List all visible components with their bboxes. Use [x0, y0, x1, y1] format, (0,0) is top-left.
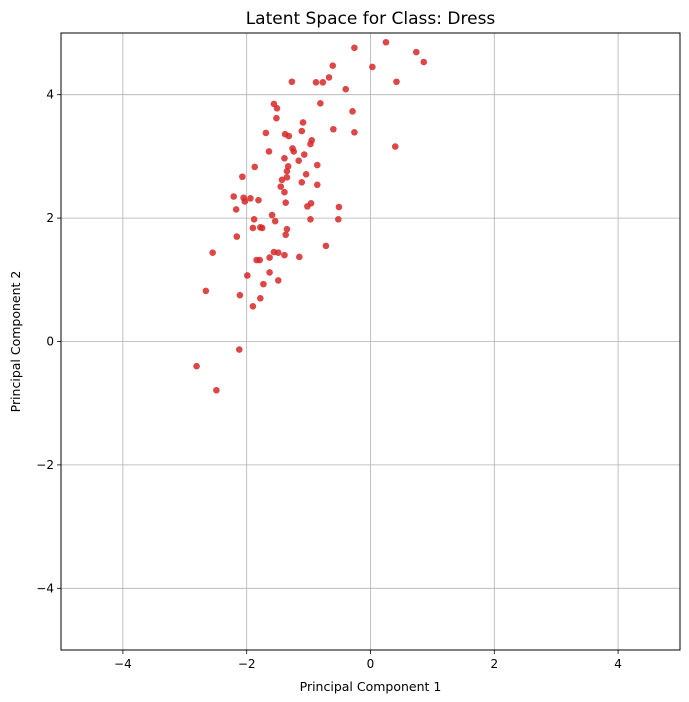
data-point	[290, 148, 298, 155]
data-point	[255, 196, 262, 204]
data-point	[281, 188, 288, 196]
axis-ticks: −4 −2 0 2 4 −4 −2 0 2 4	[36, 88, 622, 671]
data-point	[391, 143, 399, 150]
scatter-points	[193, 38, 428, 394]
data-point	[283, 167, 291, 175]
data-point	[312, 79, 320, 86]
x-tick-label: −4	[114, 657, 132, 671]
data-point	[317, 100, 324, 107]
data-point	[277, 183, 285, 190]
data-point	[283, 174, 291, 181]
data-point	[351, 129, 358, 136]
data-point	[313, 181, 321, 189]
grid-lines	[61, 33, 680, 650]
data-point	[278, 176, 286, 184]
x-tick-label: 0	[367, 657, 375, 671]
chart-title: Latent Space for Class: Dress	[246, 9, 496, 29]
data-point	[369, 63, 376, 71]
data-point	[349, 108, 356, 115]
data-point	[284, 162, 292, 170]
y-tick-label: −2	[36, 458, 54, 472]
data-point	[235, 346, 243, 353]
data-point	[298, 179, 306, 186]
data-point	[282, 199, 289, 206]
y-tick-label: −4	[36, 581, 54, 595]
data-point	[244, 272, 251, 279]
data-point	[335, 216, 342, 223]
data-point	[266, 269, 273, 276]
data-point	[283, 225, 291, 233]
data-point	[265, 148, 273, 155]
data-point	[230, 193, 238, 200]
data-point	[249, 303, 257, 310]
data-point	[330, 125, 337, 133]
data-point	[319, 79, 327, 86]
x-tick-label: 4	[614, 657, 622, 671]
data-point	[273, 104, 281, 112]
data-point	[257, 295, 264, 302]
data-point	[307, 216, 314, 223]
data-point	[288, 78, 296, 86]
data-point	[335, 203, 343, 211]
x-tick-label: −2	[238, 657, 256, 671]
data-point	[304, 203, 311, 210]
data-point	[285, 132, 293, 140]
data-point	[274, 277, 282, 284]
data-point	[241, 198, 249, 205]
data-point	[236, 291, 244, 299]
data-point	[202, 287, 210, 295]
x-tick-label: 2	[490, 657, 498, 671]
data-point	[262, 129, 270, 137]
data-point	[295, 157, 302, 165]
data-point	[213, 386, 220, 394]
data-point	[273, 114, 280, 122]
data-point	[251, 163, 259, 171]
data-point	[193, 362, 200, 370]
data-point	[325, 74, 333, 81]
data-point	[322, 242, 330, 250]
data-point	[256, 256, 263, 264]
data-point	[298, 127, 306, 135]
data-point	[342, 85, 350, 93]
data-point	[282, 231, 289, 239]
data-point	[250, 216, 258, 223]
data-point	[299, 119, 307, 126]
data-point	[209, 249, 216, 256]
data-point	[268, 211, 276, 219]
data-point	[329, 62, 337, 70]
data-point	[281, 251, 288, 259]
x-axis-label: Principal Component 1	[300, 679, 442, 694]
y-tick-label: 2	[46, 211, 54, 225]
data-point	[281, 154, 288, 162]
data-point	[393, 78, 400, 86]
data-point	[239, 173, 246, 181]
data-point	[274, 249, 282, 256]
y-tick-label: 0	[46, 335, 54, 349]
data-point	[247, 195, 254, 202]
data-point	[302, 170, 310, 178]
data-point	[249, 224, 257, 232]
data-point	[307, 140, 314, 148]
y-axis-label: Principal Component 2	[8, 271, 23, 413]
data-point	[271, 217, 279, 225]
data-point	[382, 38, 390, 46]
data-point	[420, 58, 428, 66]
data-point	[233, 233, 241, 240]
data-point	[266, 254, 273, 261]
data-point	[351, 44, 358, 52]
data-point	[232, 206, 240, 213]
data-point	[413, 48, 420, 56]
data-point	[296, 253, 303, 261]
y-tick-label: 4	[46, 88, 54, 102]
data-point	[258, 224, 266, 232]
data-point	[313, 161, 321, 169]
data-point	[300, 151, 308, 158]
data-point	[260, 280, 267, 288]
